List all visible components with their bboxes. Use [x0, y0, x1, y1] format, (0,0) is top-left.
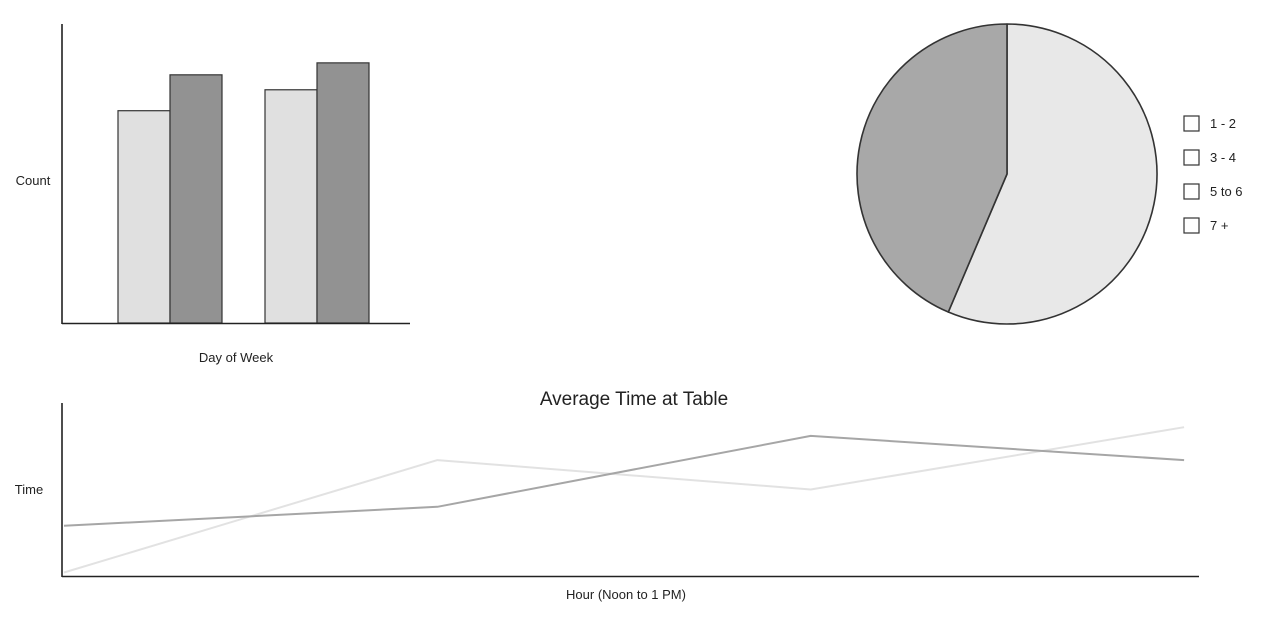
- line-chart: Average Time at Table Time Hour (Noon to…: [15, 389, 1199, 602]
- pie-slice-0: [947, 23, 1158, 325]
- legend-swatch-3: [1183, 217, 1200, 234]
- pie-slices: [856, 23, 1158, 325]
- bar-1-series-0: [264, 89, 318, 324]
- legend-label-2: 5 to 6: [1210, 184, 1243, 199]
- line-chart-title: Average Time at Table: [540, 389, 728, 410]
- bar-chart-x-label: Day of Week: [199, 350, 274, 365]
- legend-label-1: 3 - 4: [1210, 150, 1236, 165]
- bar-marks: [117, 62, 370, 324]
- bar-chart: Count Day of Week: [16, 24, 410, 365]
- bar-1-series-1: [316, 62, 370, 324]
- line-chart-y-label: Time: [15, 482, 43, 497]
- line-series-1: [63, 434, 1185, 527]
- pie-legend: 1 - 2 3 - 4 5 to 6 7 +: [1183, 115, 1243, 234]
- line-marks: [63, 426, 1185, 574]
- line-chart-x-label: Hour (Noon to 1 PM): [566, 587, 686, 602]
- bar-0-series-1: [169, 74, 223, 324]
- pie-chart: 1 - 2 3 - 4 5 to 6 7 +: [856, 23, 1243, 325]
- pie-slice-1: [856, 23, 1008, 313]
- legend-swatch-1: [1183, 149, 1200, 166]
- legend-label-0: 1 - 2: [1210, 116, 1236, 131]
- bar-0-series-0: [117, 110, 171, 324]
- legend-label-3: 7 +: [1210, 218, 1228, 233]
- legend-swatch-2: [1183, 183, 1200, 200]
- bar-chart-y-label: Count: [16, 173, 51, 188]
- legend-swatch-0: [1183, 115, 1200, 132]
